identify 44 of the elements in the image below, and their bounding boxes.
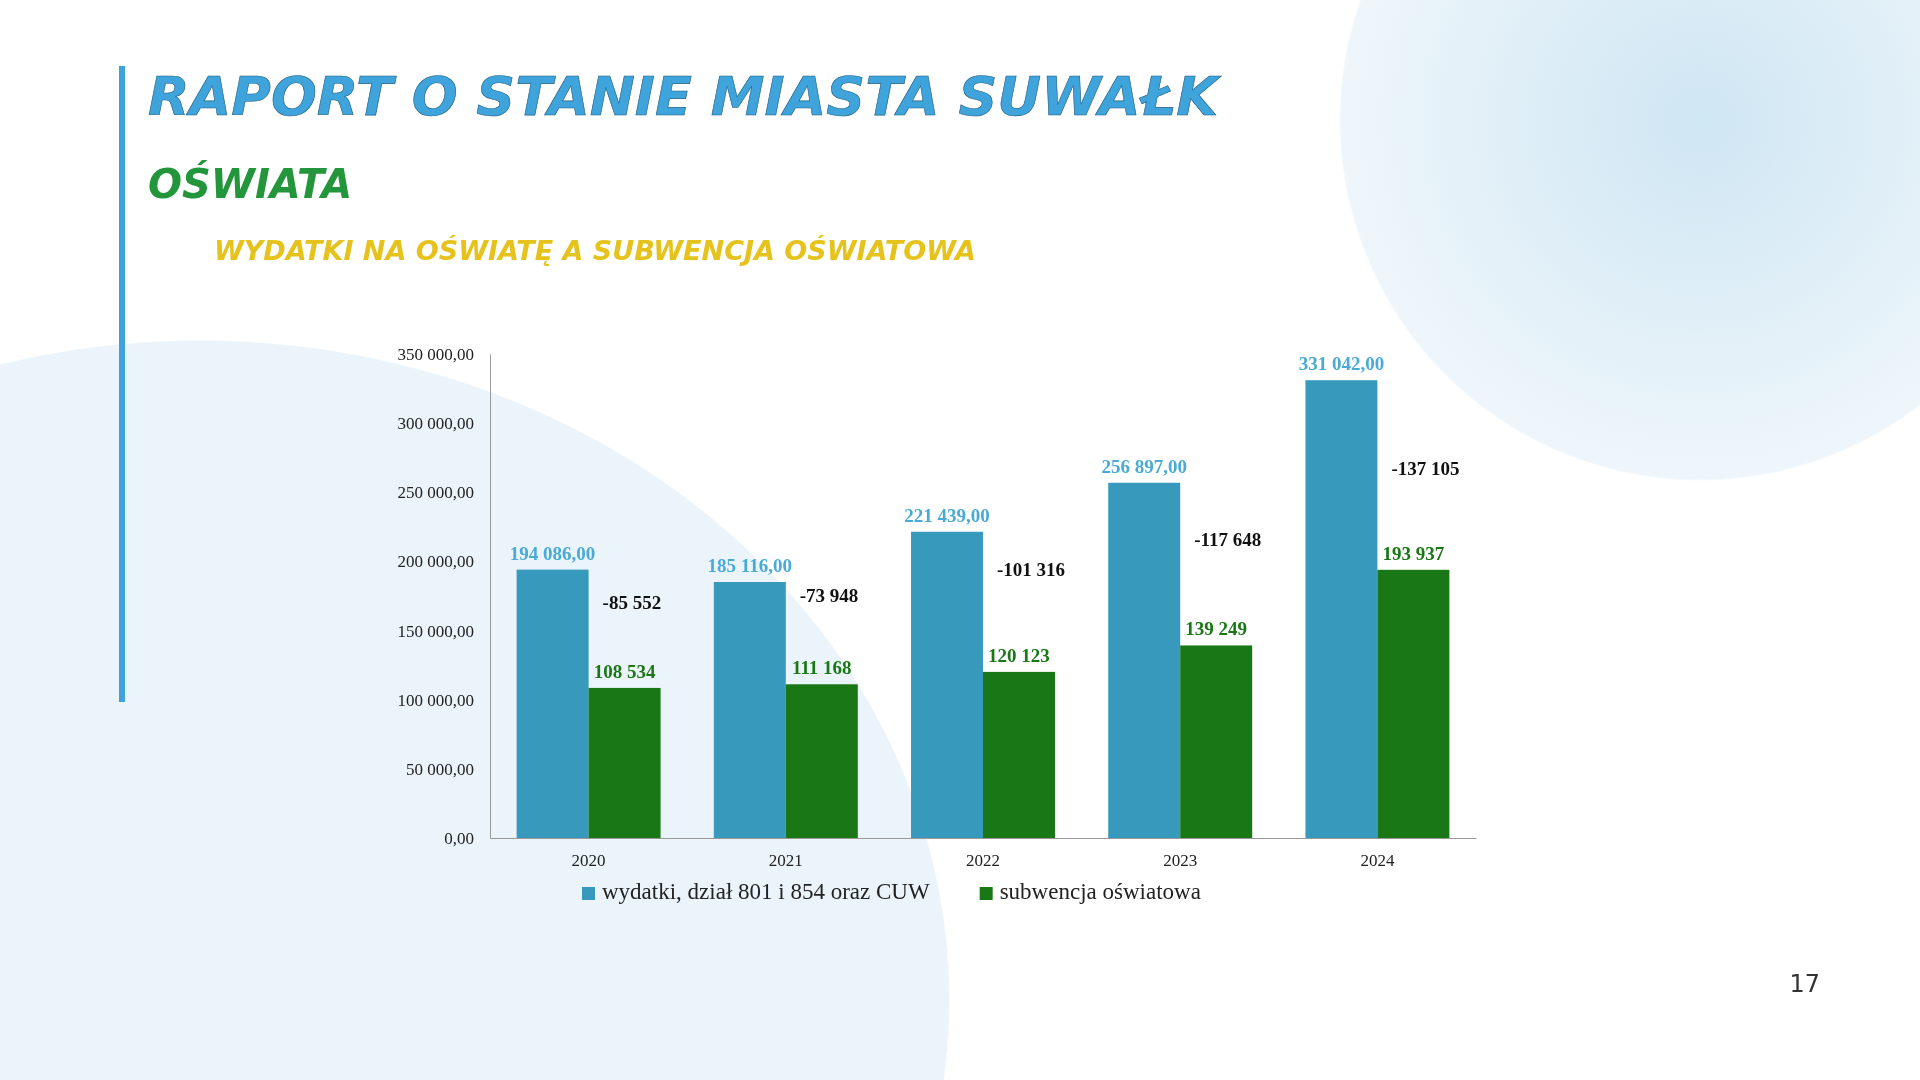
data-label: 139 249 xyxy=(1185,618,1248,640)
annotation: -137 105 xyxy=(1391,458,1460,480)
data-label: 185 116,00 xyxy=(707,555,793,577)
y-tick-label: 250 000,00 xyxy=(397,483,474,503)
data-label: 108 534 xyxy=(593,660,656,682)
annotation: -73 948 xyxy=(799,584,859,606)
bar xyxy=(1305,380,1378,838)
y-tick-label: 50 000,00 xyxy=(406,759,474,779)
bar xyxy=(713,582,786,838)
y-tick-label: 350 000,00 xyxy=(397,344,474,364)
x-tick-label: 2023 xyxy=(1163,851,1198,871)
annotation: -85 552 xyxy=(602,591,662,613)
bar xyxy=(785,684,858,838)
data-label: 256 897,00 xyxy=(1101,455,1187,477)
data-label: 193 937 xyxy=(1382,542,1445,564)
bar xyxy=(1108,482,1181,838)
text: WYDATKI NA OŚWIATĘ A SUBWENCJA OŚWIATOWA xyxy=(214,235,976,266)
bar xyxy=(1377,569,1450,838)
x-tick-label: 2022 xyxy=(966,851,1000,871)
annotation: -101 316 xyxy=(997,558,1066,580)
bar xyxy=(516,569,589,838)
data-label: 194 086,00 xyxy=(509,542,596,564)
data-label: 331 042,00 xyxy=(1298,353,1385,375)
x-tick-label: 2020 xyxy=(571,851,606,871)
chart-subtitle: OŚWIATA xyxy=(148,160,353,207)
bar xyxy=(588,687,661,838)
legend-label: subwencja oświatowa xyxy=(999,879,1201,904)
chart-title: RAPORT O STANIE MIASTA SUWAŁK xyxy=(148,65,1223,128)
data-label: 111 168 xyxy=(791,657,852,679)
y-tick-label: 200 000,00 xyxy=(397,552,474,572)
annotation: -117 648 xyxy=(1194,529,1262,551)
y-tick-label: 300 000,00 xyxy=(397,414,474,434)
y-tick-label: 0,00 xyxy=(444,828,474,848)
y-tick-label: 100 000,00 xyxy=(397,690,474,710)
bar xyxy=(911,531,983,838)
data-label: 120 123 xyxy=(988,644,1050,666)
x-tick-label: 2024 xyxy=(1360,851,1395,871)
text: 17 xyxy=(1789,970,1820,998)
y-tick-label: 150 000,00 xyxy=(397,621,474,641)
x-tick-label: 2021 xyxy=(768,851,803,871)
legend-label: wydatki, dział 801 i 854 oraz CUW xyxy=(602,879,930,904)
bar xyxy=(983,671,1055,838)
bar xyxy=(1180,645,1253,838)
data-label: 221 439,00 xyxy=(904,504,990,526)
